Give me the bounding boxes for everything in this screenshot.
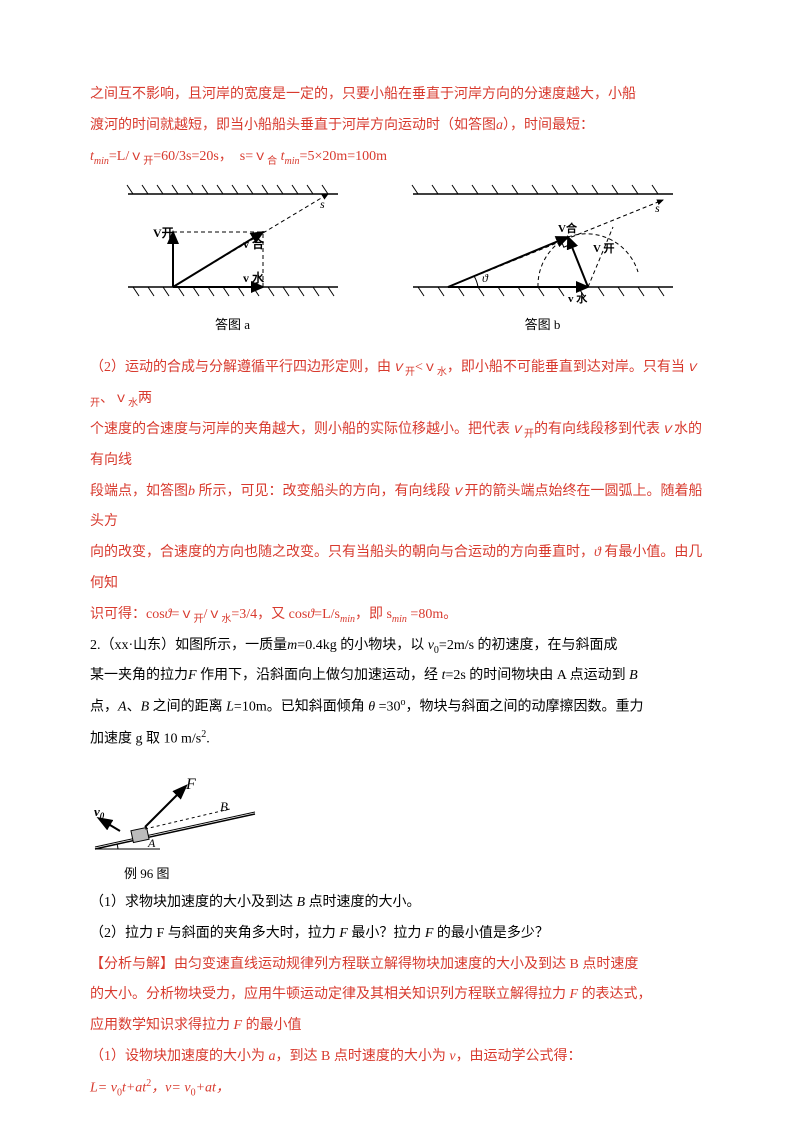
mid-l1: （2）运动的合成与分解遵循平行四边形定则，由ｖ开<ｖ水，即小船不可能垂直到达对岸… [90, 353, 710, 415]
ans-l5: L= v0t+at2，v= v0+at， [90, 1073, 710, 1104]
label-v0: v0 [94, 804, 105, 821]
mid-l3: 段端点，如答图b 所示，可见：改变船头的方向，有向线段ｖ开的箭头端点始终在一圆弧… [90, 477, 710, 539]
label-s-a: s [320, 197, 325, 211]
diagram-2-svg: F B A v0 [90, 769, 260, 859]
label-theta-b: ϑ [482, 271, 489, 285]
sub2: （2）拉力 F 与斜面的夹角多大时，拉力 F 最小？拉力 F 的最小值是多少？ [90, 919, 710, 950]
label-vwater-b: v 水 [568, 291, 588, 305]
mid-l2: 个速度的合速度与河岸的夹角越大，则小船的实际位移越小。把代表ｖ开的有向线段移到代… [90, 415, 710, 477]
label-vwater-a: v 水 [243, 270, 265, 285]
mid-l4: 向的改变，合速度的方向也随之改变。只有当船头的朝向与合运动的方向垂直时，ϑ 有最… [90, 538, 710, 600]
sub1: （1）求物块加速度的大小及到达 B 点时速度的大小。 [90, 888, 710, 919]
q2-l1: 2.（xx·山东）如图所示，一质量m=0.4kg 的小物块，以 v0=2m/s … [90, 631, 710, 662]
figure-2: F B A v0 [90, 769, 710, 859]
figure-b: ϑ V合 V 开 v 水 s 答图 b [408, 182, 678, 333]
diagram-a-svg: V开 v 合 v 水 s [123, 182, 343, 312]
diagram-b-svg: ϑ V合 V 开 v 水 s [408, 182, 678, 312]
ans-l2: 的大小。分析物块受力，应用牛顿运动定律及其相关知识列方程联立解得拉力 F 的表达… [90, 980, 710, 1011]
label-vopen-b: V 开 [593, 242, 615, 255]
label-F: F [185, 776, 196, 793]
figure-row: V开 v 合 v 水 s 答图 a [90, 182, 710, 333]
q2-l3: 点，A、B 之间的距离 L=10m。已知斜面倾角 θ =30o，物块与斜面之间的… [90, 692, 710, 723]
ans-l1: 【分析与解】由匀变速直线运动规律列方程联立解得物块加速度的大小及到达 B 点时速… [90, 950, 710, 981]
ans-l3: 应用数学知识求得拉力 F 的最小值 [90, 1011, 710, 1042]
ans-l4: （1）设物块加速度的大小为 a，到达 B 点时速度的大小为 v，由运动学公式得： [90, 1042, 710, 1073]
equation-1: tmin=L/ｖ开=60/3s=20s， s=ｖ合 tmin=5×20m=100… [90, 142, 710, 173]
q2-l2: 某一夹角的拉力F 作用下，沿斜面向上做匀加速运动，经 t=2s 的时间物块由 A… [90, 661, 710, 692]
para-top-2: 渡河的时间就越短，即当小船船头垂直于河岸方向运动时（如答图a），时间最短： [90, 111, 710, 142]
q2-l4: 加速度 g 取 10 m/s2. [90, 724, 710, 755]
para-top-1: 之间互不影响，且河岸的宽度是一定的，只要小船在垂直于河岸方向的分速度越大，小船 [90, 80, 710, 111]
label-vhe-a: v 合 [243, 236, 265, 251]
caption-2: 例 96 图 [124, 863, 710, 882]
caption-b: 答图 b [525, 314, 561, 333]
label-s-b: s [655, 201, 660, 215]
label-vhe-b: V合 [558, 221, 578, 235]
caption-a: 答图 a [215, 314, 250, 333]
label-B: B [220, 799, 228, 814]
label-vopen-a: V开 [153, 226, 174, 240]
figure-a: V开 v 合 v 水 s 答图 a [123, 182, 343, 333]
mid-l5: 识可得：cosϑ=ｖ开/ｖ水=3/4，又 cosϑ=L/smin，即 smin … [90, 600, 710, 631]
label-A: A [147, 836, 156, 850]
